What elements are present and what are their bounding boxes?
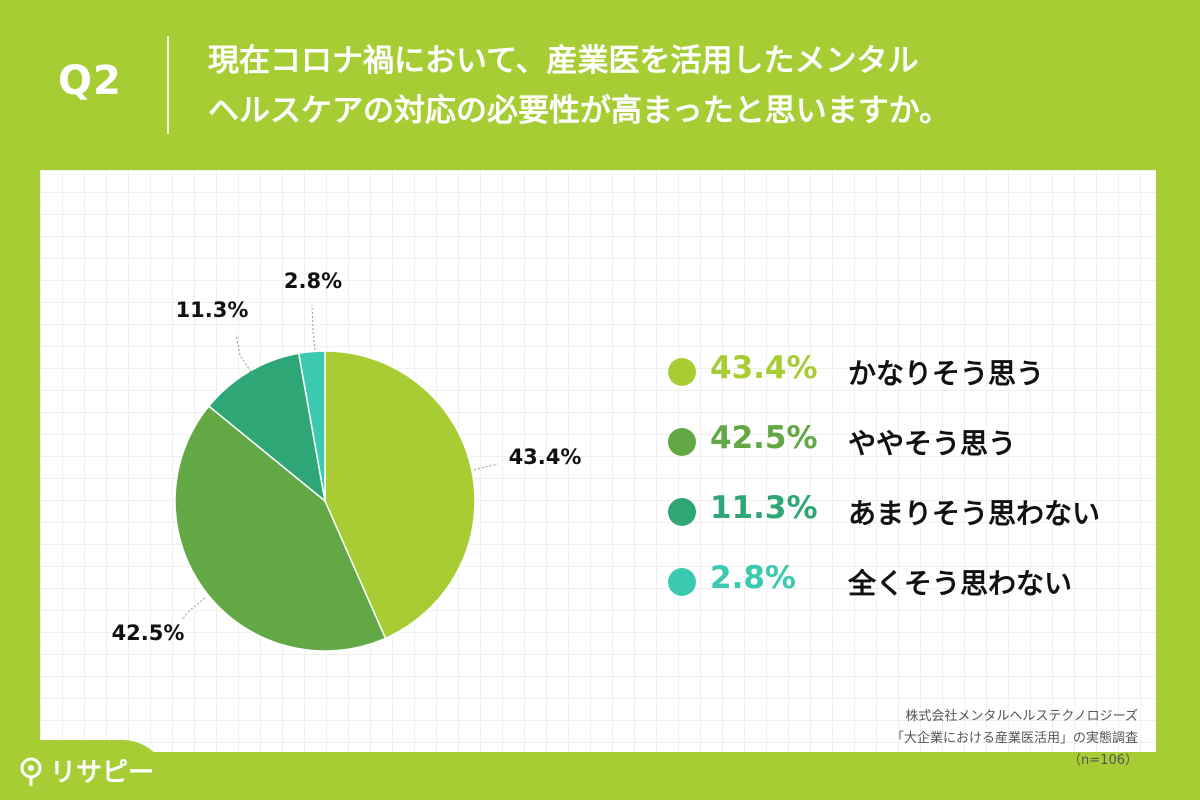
legend-dot-not-at-all: [668, 568, 696, 596]
legend-dot-quite-agree: [668, 358, 696, 386]
data-label-not-at-all: 2.8%: [284, 269, 342, 293]
legend-percent-somewhat-agree: 42.5%: [710, 420, 818, 456]
question-number: Q2: [58, 58, 122, 104]
source-line2: 「大企業における産業医活用」の実態調査: [890, 731, 1138, 746]
legend-percent-not-at-all: 2.8%: [710, 560, 796, 596]
question-title-line1: 現在コロナ禍において、産業医を活用したメンタル: [208, 43, 919, 79]
data-label-quite-agree: 43.4%: [509, 445, 582, 469]
pin-icon: [20, 757, 42, 786]
brand-logo: リサピー: [18, 752, 154, 789]
legend-label-not-really: あまりそう思わない: [848, 497, 1101, 530]
legend-label-somewhat-agree: ややそう思う: [848, 427, 1017, 460]
question-title-line2: ヘルスケアの対応の必要性が高まったと思いますか。: [208, 93, 951, 129]
leader-line-not-at-all: [311, 304, 316, 351]
legend-percent-not-really: 11.3%: [710, 490, 818, 526]
question-title: 現在コロナ禍において、産業医を活用したメンタル ヘルスケアの対応の必要性が高まっ…: [208, 36, 1168, 136]
pie-slice-somewhat-agree: [174, 405, 387, 652]
legend-label-quite-agree: かなりそう思う: [848, 357, 1045, 390]
pie-slice-quite-agree: [324, 350, 476, 640]
data-label-not-really: 11.3%: [176, 298, 249, 322]
logo-text: リサピー: [50, 758, 155, 788]
leader-line-somewhat-agree: [181, 597, 206, 621]
legend-dot-not-really: [668, 498, 696, 526]
legend-percent-quite-agree: 43.4%: [710, 350, 818, 386]
source-line3: （n=106）: [1068, 753, 1138, 768]
header-divider: [167, 36, 169, 134]
legend-label-not-at-all: 全くそう思わない: [848, 567, 1073, 600]
logo-tab: [0, 740, 170, 800]
pie-slice-not-at-all: [297, 350, 326, 502]
source-note: 株式会社メンタルヘルステクノロジーズ 「大企業における産業医活用」の実態調査 （…: [891, 706, 1138, 772]
legend-dot-somewhat-agree: [668, 428, 696, 456]
leader-line-not-really: [235, 334, 254, 376]
data-label-somewhat-agree: 42.5%: [112, 621, 185, 645]
header: Q2 現在コロナ禍において、産業医を活用したメンタル ヘルスケアの対応の必要性が…: [0, 0, 1200, 170]
pie-slice-not-really: [207, 352, 327, 503]
source-line1: 株式会社メンタルヘルステクノロジーズ: [905, 709, 1138, 724]
leader-line-quite-agree: [473, 463, 499, 471]
